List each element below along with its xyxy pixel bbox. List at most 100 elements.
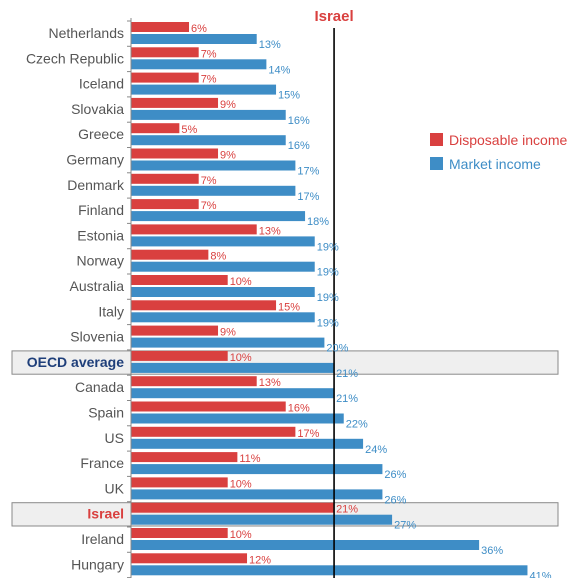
bar-australia-disposable-income: [131, 275, 228, 285]
value-label-finland-disposable-income: 7%: [201, 200, 217, 212]
bar-ireland-market-income: [131, 540, 480, 550]
bar-slovenia-disposable-income: [131, 325, 219, 336]
value-label-italy-market-income: 19%: [317, 317, 339, 329]
highlight-layer: [11, 350, 559, 527]
legend: Disposable income Market income: [430, 132, 567, 172]
value-label-greece-market-income: 16%: [288, 140, 310, 152]
bar-slovakia-market-income: [131, 109, 286, 120]
bar-canada-market-income: [131, 388, 335, 399]
category-label-slovenia: Slovenia: [70, 329, 124, 345]
bar-iceland-disposable-income: [131, 72, 199, 83]
value-label-greece-disposable-income: 5%: [181, 124, 197, 136]
bar-finland-market-income: [131, 211, 306, 222]
value-label-france-disposable-income: 11%: [239, 453, 260, 465]
value-label-italy-disposable-income: 15%: [278, 301, 300, 313]
legend-swatch-disposable: [430, 133, 443, 146]
y-axis-ticks: [127, 20, 131, 578]
bar-uk-disposable-income: [131, 477, 228, 488]
value-label-spain-disposable-income: 16%: [288, 403, 310, 415]
value-label-iceland-disposable-income: 7%: [201, 74, 217, 86]
value-label-us-market-income: 24%: [365, 444, 387, 456]
value-label-slovakia-market-income: 16%: [288, 115, 310, 127]
category-label-netherlands: Netherlands: [49, 25, 125, 41]
bar-iceland-market-income: [131, 84, 277, 95]
bar-israel-disposable-income: [131, 502, 335, 513]
bar-netherlands-market-income: [131, 34, 257, 44]
value-label-uk-market-income: 26%: [384, 494, 406, 506]
value-label-ireland-disposable-income: 10%: [230, 529, 252, 541]
category-labels: Netherlands Czech Republic Iceland Slovakia…: [26, 25, 125, 572]
bar-us-disposable-income: [131, 426, 296, 437]
category-label-israel: Israel: [87, 506, 124, 522]
value-label-israel-market-income: 27%: [394, 520, 416, 532]
value-label-slovenia-disposable-income: 9%: [220, 327, 236, 339]
value-label-norway-disposable-income: 8%: [210, 251, 226, 263]
bar-slovenia-market-income: [131, 337, 325, 348]
value-label-germany-disposable-income: 9%: [220, 150, 236, 162]
value-label-uk-disposable-income: 10%: [230, 478, 252, 490]
category-label-canada: Canada: [75, 379, 124, 395]
legend-swatch-market: [430, 157, 443, 170]
value-label-denmark-market-income: 17%: [297, 191, 319, 203]
value-label-estonia-disposable-income: 13%: [259, 225, 281, 237]
legend-label-disposable: Disposable income: [449, 132, 567, 148]
value-labels: 6% 13% 7% 14% 7% 15% 9% 16% 5% 16% 9% 17% 7% 17% 7% 18%…: [181, 23, 551, 578]
category-label-denmark: Denmark: [67, 177, 125, 193]
category-label-uk: UK: [105, 480, 125, 496]
bars-layer: [131, 22, 528, 576]
bar-hungary-disposable-income: [131, 553, 248, 564]
bar-ireland-disposable-income: [131, 528, 228, 538]
value-label-ireland-market-income: 36%: [481, 545, 503, 557]
bar-greece-disposable-income: [131, 123, 180, 134]
bar-czech-republic-disposable-income: [131, 47, 199, 58]
category-label-oecd-average: OECD average: [27, 354, 124, 370]
value-label-estonia-market-income: 19%: [317, 241, 339, 253]
category-label-norway: Norway: [77, 253, 124, 269]
bar-germany-market-income: [131, 160, 296, 171]
category-label-czech-republic: Czech Republic: [26, 50, 124, 66]
bar-israel-market-income: [131, 514, 393, 525]
category-label-spain: Spain: [88, 405, 124, 421]
value-label-norway-market-income: 19%: [317, 267, 339, 279]
bar-italy-disposable-income: [131, 300, 277, 311]
bar-norway-disposable-income: [131, 249, 209, 260]
bar-france-market-income: [131, 464, 383, 475]
value-label-czech-republic-market-income: 14%: [268, 64, 290, 76]
value-label-germany-market-income: 17%: [297, 166, 319, 178]
value-label-canada-market-income: 21%: [336, 393, 358, 405]
bar-hungary-market-income: [131, 565, 528, 576]
bar-greece-market-income: [131, 135, 286, 146]
category-label-france: France: [80, 455, 124, 471]
value-label-finland-market-income: 18%: [307, 216, 329, 228]
bar-uk-market-income: [131, 489, 383, 500]
category-label-finland: Finland: [78, 202, 124, 218]
value-label-netherlands-market-income: 13%: [259, 39, 281, 51]
category-label-estonia: Estonia: [77, 227, 124, 243]
bar-estonia-disposable-income: [131, 224, 257, 235]
bar-finland-disposable-income: [131, 199, 199, 210]
value-label-iceland-market-income: 15%: [278, 90, 300, 102]
bar-australia-market-income: [131, 287, 315, 297]
category-label-slovakia: Slovakia: [71, 101, 124, 117]
value-label-canada-disposable-income: 13%: [259, 377, 281, 389]
bar-oecd-average-disposable-income: [131, 350, 228, 361]
value-label-australia-market-income: 19%: [317, 292, 339, 304]
bar-netherlands-disposable-income: [131, 22, 190, 32]
category-label-australia: Australia: [70, 278, 125, 294]
bar-us-market-income: [131, 438, 364, 449]
bar-spain-disposable-income: [131, 401, 286, 412]
value-label-netherlands-disposable-income: 6%: [191, 23, 207, 35]
bar-denmark-disposable-income: [131, 173, 199, 184]
category-label-italy: Italy: [98, 303, 124, 319]
legend-label-market: Market income: [449, 156, 541, 172]
value-label-oecd-average-disposable-income: 10%: [230, 352, 252, 364]
value-label-australia-disposable-income: 10%: [230, 276, 252, 288]
bar-czech-republic-market-income: [131, 59, 267, 70]
bar-estonia-market-income: [131, 236, 315, 247]
bar-oecd-average-market-income: [131, 362, 335, 373]
value-label-denmark-disposable-income: 7%: [201, 175, 217, 187]
bar-italy-market-income: [131, 312, 315, 323]
category-label-us: US: [105, 430, 124, 446]
value-label-us-disposable-income: 17%: [297, 428, 319, 440]
